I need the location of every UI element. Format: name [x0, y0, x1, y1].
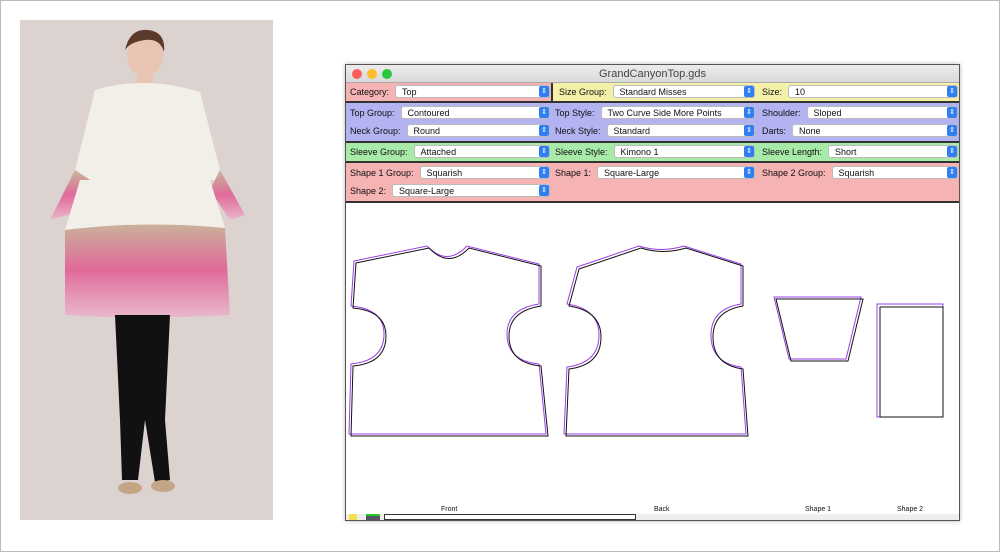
sleeve-style-label: Sleeve Style:: [555, 146, 608, 157]
model-photo: [20, 20, 273, 520]
size-group-label: Size Group:: [559, 86, 607, 97]
row-shapes: Shape 1 Group: Squarish ⇕ Shape 1: Square-L…: [346, 163, 959, 203]
status-icon[interactable]: [366, 514, 380, 520]
stepper-chevron-icon: ⇕: [539, 185, 549, 196]
sleeve-length-label: Sleeve Length:: [762, 146, 823, 157]
stepper-chevron-icon: ⇕: [947, 146, 957, 157]
stepper-chevron-icon: ⇕: [947, 107, 957, 118]
close-button[interactable]: [352, 69, 362, 79]
category-label: Category:: [350, 86, 390, 97]
row-top: Top Group: Contoured ⇕ Top Style: Two Curve…: [346, 103, 959, 143]
shoulder-label: Shoulder:: [762, 107, 801, 118]
neck-style-label: Neck Style:: [555, 125, 601, 136]
size-group-field[interactable]: Size Group: Standard Misses ⇕: [559, 85, 755, 98]
sleeve-length-field[interactable]: Sleeve Length: Short ⇕: [762, 145, 958, 158]
top-style-field[interactable]: Top Style: Two Curve Side More Points ⇕: [555, 106, 755, 119]
top-group-label: Top Group:: [350, 107, 395, 118]
shoulder-field[interactable]: Shoulder: Sloped ⇕: [762, 106, 958, 119]
status-bar: [346, 514, 959, 520]
stepper-chevron-icon: ⇕: [947, 167, 957, 178]
stepper-chevron-icon: ⇕: [539, 107, 549, 118]
stepper-chevron-icon: ⇕: [947, 125, 957, 136]
app-window: GrandCanyonTop.gds Category: Top ⇕ Size Gr…: [345, 64, 960, 521]
minimize-button[interactable]: [367, 69, 377, 79]
stepper-chevron-icon: ⇕: [539, 125, 549, 136]
neck-style-field[interactable]: Neck Style: Standard ⇕: [555, 124, 755, 137]
status-field[interactable]: [384, 514, 636, 520]
back-piece[interactable]: [563, 245, 749, 437]
stepper-chevron-icon: ⇕: [744, 86, 754, 97]
row-sleeve: Sleeve Group: Attached ⇕ Sleeve Style: Kimo…: [346, 143, 959, 163]
sleeve-group-field[interactable]: Sleeve Group: Attached ⇕: [350, 145, 550, 158]
shape2-label: Shape 2:: [350, 185, 387, 196]
stepper-chevron-icon: ⇕: [744, 125, 754, 136]
neck-group-field[interactable]: Neck Group: Round ⇕: [350, 124, 550, 137]
shape1-select[interactable]: Square-Large ⇕: [597, 166, 755, 179]
zoom-button[interactable]: [382, 69, 392, 79]
shoulder-select[interactable]: Sloped ⇕: [806, 106, 958, 119]
shape2-field[interactable]: Shape 2: Square-Large ⇕: [350, 184, 550, 197]
shape2-group-field[interactable]: Shape 2 Group: Squarish ⇕: [762, 166, 958, 179]
shape1-group-select[interactable]: Squarish ⇕: [419, 166, 550, 179]
shape1-field[interactable]: Shape 1: Square-Large ⇕: [555, 166, 755, 179]
size-label: Size:: [762, 86, 783, 97]
stepper-chevron-icon: ⇕: [744, 146, 754, 157]
top-style-select[interactable]: Two Curve Side More Points ⇕: [600, 106, 755, 119]
window-title: GrandCanyonTop.gds: [598, 68, 706, 80]
stepper-chevron-icon: ⇕: [539, 146, 549, 157]
category-select[interactable]: Top ⇕: [395, 85, 550, 98]
sleeve-length-select[interactable]: Short ⇕: [828, 145, 958, 158]
sleeve-style-select[interactable]: Kimono 1 ⇕: [613, 145, 755, 158]
shape2-piece[interactable]: [876, 303, 944, 418]
darts-label: Darts:: [762, 125, 787, 136]
shape2-select[interactable]: Square-Large ⇕: [392, 184, 550, 197]
pattern-canvas[interactable]: Front Back Shape 1 Shape 2: [346, 203, 959, 515]
stepper-chevron-icon: ⇕: [744, 107, 754, 118]
category-field[interactable]: Category: Top ⇕: [350, 85, 550, 98]
top-group-select[interactable]: Contoured ⇕: [400, 106, 550, 119]
row-category: Category: Top ⇕ Size Group: Standard Misses…: [346, 83, 959, 103]
top-style-label: Top Style:: [555, 107, 595, 118]
size-field[interactable]: Size: 10 ⇕: [762, 85, 958, 98]
stepper-chevron-icon: ⇕: [744, 167, 754, 178]
darts-field[interactable]: Darts: None ⇕: [762, 124, 958, 137]
top-group-field[interactable]: Top Group: Contoured ⇕: [350, 106, 550, 119]
title-bar: GrandCanyonTop.gds: [346, 65, 959, 83]
warning-icon[interactable]: [349, 514, 357, 520]
sleeve-group-select[interactable]: Attached ⇕: [413, 145, 550, 158]
neck-style-select[interactable]: Standard ⇕: [606, 124, 755, 137]
darts-select[interactable]: None ⇕: [792, 124, 958, 137]
stepper-chevron-icon: ⇕: [947, 86, 957, 97]
sleeve-group-label: Sleeve Group:: [350, 146, 408, 157]
shape2-piece-label: Shape 2: [897, 506, 924, 513]
shape1-group-field[interactable]: Shape 1 Group: Squarish ⇕: [350, 166, 550, 179]
shape1-piece-label: Shape 1: [805, 506, 832, 513]
shape2-group-select[interactable]: Squarish ⇕: [831, 166, 958, 179]
front-label: Front: [441, 506, 458, 513]
stepper-chevron-icon: ⇕: [539, 167, 549, 178]
shape1-group-label: Shape 1 Group:: [350, 167, 414, 178]
shape1-piece[interactable]: [773, 296, 864, 362]
size-group-select[interactable]: Standard Misses ⇕: [612, 85, 755, 98]
sleeve-style-field[interactable]: Sleeve Style: Kimono 1 ⇕: [555, 145, 755, 158]
stepper-chevron-icon: ⇕: [539, 86, 549, 97]
neck-group-select[interactable]: Round ⇕: [406, 124, 550, 137]
shape1-label: Shape 1:: [555, 167, 592, 178]
front-piece[interactable]: [348, 245, 549, 437]
back-label: Back: [654, 506, 670, 513]
neck-group-label: Neck Group:: [350, 125, 401, 136]
size-select[interactable]: 10 ⇕: [788, 85, 958, 98]
shape2-group-label: Shape 2 Group:: [762, 167, 826, 178]
